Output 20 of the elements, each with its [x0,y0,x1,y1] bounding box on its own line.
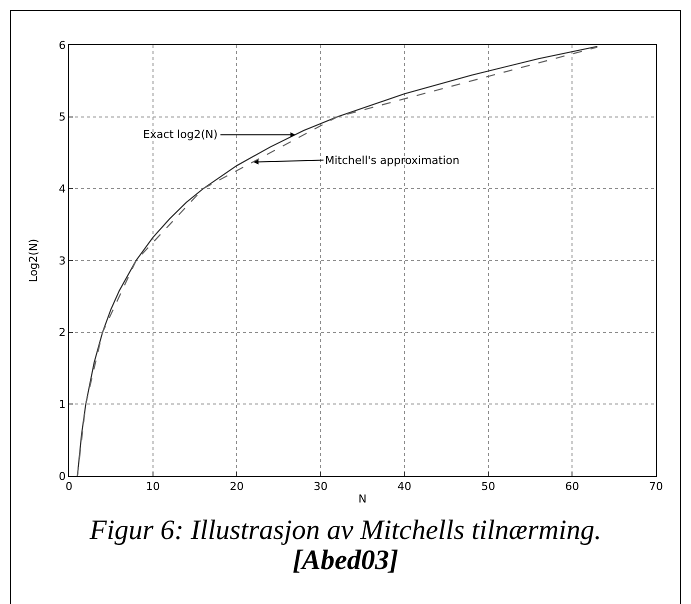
y-tick-label: 0 [58,470,66,483]
y-tick-label: 1 [58,398,66,412]
x-tick-label: 20 [230,480,244,494]
annotation: Exact log2(N) [143,128,218,141]
x-axis-title: N [358,492,367,506]
x-tick-label: 60 [565,480,580,494]
y-tick-label: 2 [58,326,66,340]
x-tick-label: 10 [146,480,160,494]
x-tick-label: 30 [314,480,328,494]
text: [Abed03] [292,545,400,576]
x-tick-label: 40 [397,480,412,494]
y-tick-label: 6 [58,38,66,52]
y-tick-label: 3 [58,254,66,268]
y-tick-label: 4 [58,182,66,196]
x-tick-label: 50 [481,480,496,494]
y-axis-title: Log2(N) [27,238,40,282]
x-tick-label: 70 [649,480,663,494]
text: Figur 6: Illustrasjon av Mitchells tilnærming. [88,515,602,546]
y-tick-label: 5 [58,110,66,124]
annotation: Mitchell's approximation [325,154,460,167]
